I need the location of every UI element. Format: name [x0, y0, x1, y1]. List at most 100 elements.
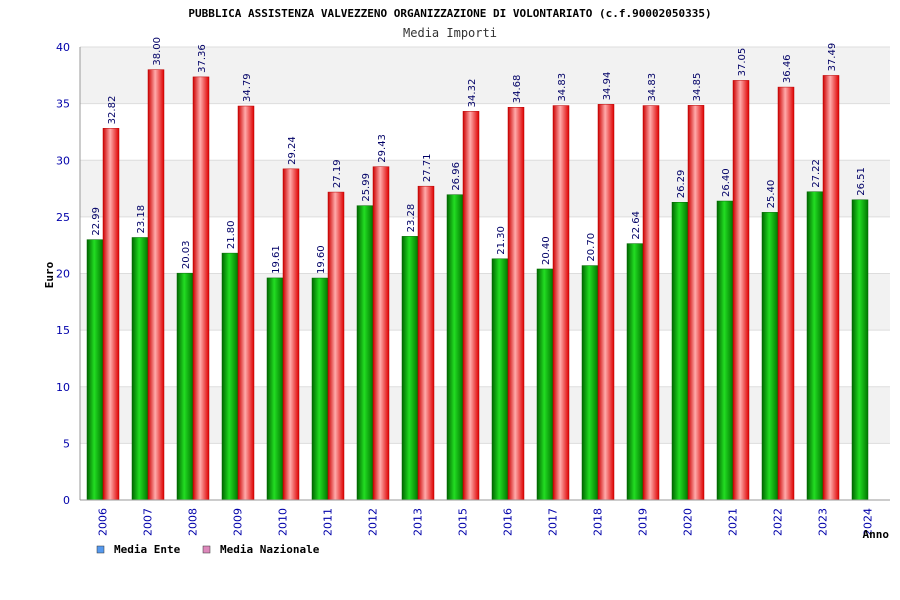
grid-band	[80, 330, 890, 387]
bar-media-nazionale	[552, 105, 570, 501]
data-label: 27.22	[811, 159, 822, 188]
y-tick-label: 30	[56, 154, 70, 167]
data-label: 22.64	[631, 211, 642, 240]
data-label: 34.94	[602, 72, 613, 101]
x-axis-ticks: 2006 2007 2008 2009 2010 2011 2012 2013 2015 2016…	[97, 508, 875, 536]
data-label: 23.28	[406, 204, 417, 233]
data-label: 27.71	[422, 154, 433, 183]
chart-title: PUBBLICA ASSISTENZA VALVEZZENO ORGANIZZA…	[188, 7, 711, 20]
bar-media-nazionale	[732, 80, 750, 501]
y-tick-label: 40	[56, 41, 70, 54]
bar-media-ente	[626, 243, 644, 501]
x-tick-label: 2008	[187, 508, 200, 536]
data-label: 25.40	[766, 180, 777, 209]
data-label: 23.18	[136, 205, 147, 234]
x-tick-label: 2009	[232, 508, 245, 536]
bar-media-nazionale	[327, 191, 345, 501]
bar-media-ente	[491, 258, 509, 501]
chart-subtitle: Media Importi	[403, 26, 497, 40]
bar-media-ente	[356, 205, 374, 501]
bar-media-ente	[806, 191, 824, 501]
data-label: 20.03	[181, 241, 192, 270]
bar-media-ente	[266, 277, 284, 501]
bar-media-ente	[176, 272, 194, 501]
bar-media-ente	[716, 200, 734, 501]
data-label: 37.36	[197, 44, 208, 73]
data-labels: 22.99 32.82 23.18 38.00 20.03 37.36 21.80 34.79…	[91, 37, 867, 274]
bar-media-ente	[851, 199, 869, 501]
data-label: 38.00	[152, 37, 163, 66]
data-label: 34.83	[647, 73, 658, 102]
grid-bands	[80, 47, 890, 500]
data-label: 37.05	[737, 48, 748, 77]
legend: Media Ente Media Nazionale	[96, 543, 320, 556]
y-tick-label: 15	[56, 324, 70, 337]
bar-media-nazionale	[417, 185, 435, 501]
legend-swatch-media-nazionale	[202, 545, 211, 554]
bar-media-ente	[581, 265, 599, 501]
bar-media-nazionale	[102, 128, 120, 501]
x-axis-label: Anno	[863, 528, 890, 541]
bar-media-ente	[761, 212, 779, 501]
bar-media-nazionale	[642, 105, 660, 501]
legend-swatch-media-ente	[96, 545, 105, 554]
x-tick-label: 2018	[592, 508, 605, 536]
data-label: 29.43	[377, 134, 388, 163]
bar-media-nazionale	[507, 106, 525, 501]
x-tick-label: 2021	[727, 508, 740, 536]
y-tick-label: 0	[63, 494, 70, 507]
x-tick-label: 2012	[367, 508, 380, 536]
x-tick-label: 2015	[457, 508, 470, 536]
data-label: 26.29	[676, 170, 687, 199]
data-label: 26.40	[721, 168, 732, 197]
data-label: 34.32	[467, 79, 478, 108]
data-label: 29.24	[287, 136, 298, 165]
data-label: 21.30	[496, 226, 507, 255]
y-tick-label: 10	[56, 381, 70, 394]
x-tick-label: 2013	[412, 508, 425, 536]
data-label: 20.70	[586, 233, 597, 262]
y-tick-label: 20	[56, 268, 70, 281]
bar-media-ente	[671, 202, 689, 501]
bar-media-nazionale	[777, 86, 795, 501]
x-tick-label: 2017	[547, 508, 560, 536]
data-label: 34.83	[557, 73, 568, 102]
data-label: 20.40	[541, 236, 552, 265]
bar-media-nazionale	[192, 76, 210, 501]
bar-media-ente	[86, 239, 104, 501]
x-tick-label: 2022	[772, 508, 785, 536]
bar-media-ente	[311, 277, 329, 501]
x-tick-label: 2011	[322, 508, 335, 536]
data-label: 25.99	[361, 173, 372, 202]
data-label: 19.61	[271, 245, 282, 274]
x-tick-label: 2020	[682, 508, 695, 536]
grid-band	[80, 386, 890, 444]
data-label: 26.96	[451, 162, 462, 191]
grid-band	[80, 160, 890, 217]
y-axis-label: Euro	[43, 261, 56, 288]
grid-band	[80, 443, 890, 500]
legend-label-media-ente: Media Ente	[114, 543, 181, 556]
y-tick-label: 35	[56, 98, 70, 111]
x-tick-label: 2023	[817, 508, 830, 536]
bar-media-nazionale	[687, 105, 705, 501]
grid-band	[80, 273, 890, 331]
bar-media-ente	[131, 237, 149, 501]
bar-media-nazionale	[372, 166, 390, 501]
grid-band	[80, 47, 890, 104]
bar-media-ente	[536, 268, 554, 501]
x-tick-label: 2010	[277, 508, 290, 536]
y-tick-label: 25	[56, 211, 70, 224]
data-label: 22.99	[91, 207, 102, 236]
x-tick-label: 2019	[637, 508, 650, 536]
grid-band	[80, 103, 890, 161]
data-label: 37.49	[827, 43, 838, 72]
bar-media-nazionale	[597, 104, 615, 501]
y-tick-label: 5	[63, 437, 70, 450]
x-tick-label: 2024	[862, 508, 875, 536]
data-label: 19.60	[316, 245, 327, 274]
x-tick-label: 2006	[97, 508, 110, 536]
bar-media-nazionale	[237, 105, 255, 501]
